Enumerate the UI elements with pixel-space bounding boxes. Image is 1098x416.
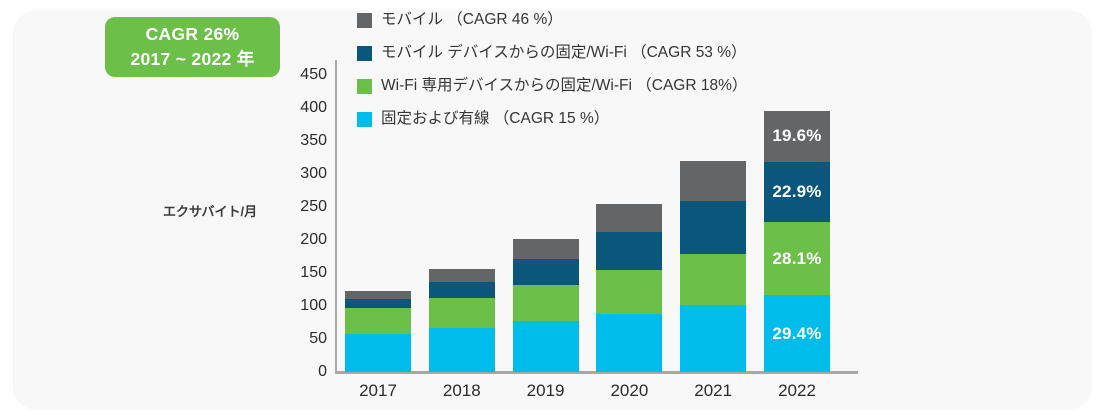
bar-segment-wifi-only: 28.1% [764, 222, 830, 296]
x-axis-category-2020: 2020 [610, 381, 649, 400]
bar-segment-mobile [428, 269, 495, 283]
bar-segment-fixed-wired: 29.4% [764, 295, 830, 372]
bar-segment-label-mobile: 19.6% [772, 126, 822, 146]
bar-segment-mobile [512, 239, 579, 260]
x-axis-category-2021: 2021 [694, 381, 733, 400]
y-tick-label: 300 [300, 165, 327, 182]
cagr-badge-line2: 2017 ~ 2022 年 [130, 49, 255, 69]
legend-label-wifi-only: Wi-Fi 専用デバイスからの固定/Wi-Fi （CAGR 18%） [381, 77, 748, 94]
bar-2018 [428, 269, 495, 372]
bar-2020 [596, 204, 663, 372]
bar-segment-mobile [345, 291, 411, 299]
cagr-badge: CAGR 26% 2017 ~ 2022 年 [105, 17, 280, 77]
x-axis-category-2017: 2017 [359, 381, 397, 400]
bar-segment-fixed-wired [596, 313, 663, 372]
x-axis-category-2022: 2022 [778, 381, 816, 400]
bar-segment-mobile [596, 204, 663, 233]
bar-2019 [512, 239, 579, 372]
bar-2021 [680, 161, 747, 372]
y-tick-label: 400 [300, 99, 327, 116]
bar-segment-mobile-wifi [345, 298, 411, 308]
legend-swatch-fixed-wired [357, 111, 372, 127]
bar-segment-mobile [680, 161, 747, 202]
cagr-badge-line1: CAGR 26% [145, 24, 240, 44]
bar-segment-fixed-wired [512, 321, 579, 372]
y-axis-line [335, 60, 337, 374]
y-tick-label: 350 [300, 132, 327, 149]
bar-segment-mobile-wifi [596, 232, 663, 270]
x-axis-category-2019: 2019 [526, 381, 565, 400]
legend-swatch-mobile [357, 12, 372, 28]
bar-segment-label-wifi-only: 28.1% [772, 248, 822, 268]
bar-segment-wifi-only [345, 307, 411, 335]
legend-swatch-mobile-wifi [357, 45, 372, 61]
bar-segment-fixed-wired [345, 334, 411, 372]
legend-item-wifi-only: Wi-Fi 専用デバイスからの固定/Wi-Fi （CAGR 18%） [357, 77, 747, 95]
legend-label-mobile: モバイル （CAGR 46 %） [381, 11, 563, 28]
bar-segment-mobile-wifi: 22.9% [764, 162, 830, 223]
legend-item-fixed-wired: 固定および有線 （CAGR 15 %） [357, 110, 747, 128]
y-tick-label: 0 [318, 363, 327, 380]
bar-segment-label-fixed-wired: 29.4% [772, 323, 822, 343]
bar-2022: 19.6% 22.9% 28.1% 29.4% [764, 110, 830, 372]
bar-segment-mobile-wifi [512, 259, 579, 285]
y-tick-label: 100 [300, 297, 327, 314]
bar-segment-wifi-only [680, 253, 747, 306]
legend-label-mobile-wifi: モバイル デバイスからの固定/Wi-Fi （CAGR 53 %） [381, 44, 747, 61]
bar-segment-label-mobile-wifi: 22.9% [772, 182, 822, 202]
legend-label-fixed-wired: 固定および有線 （CAGR 15 %） [381, 110, 610, 127]
legend-swatch-wifi-only [357, 78, 372, 94]
y-tick-label: 150 [300, 264, 327, 281]
x-axis-category-2018: 2018 [442, 381, 481, 400]
bar-segment-mobile: 19.6% [764, 110, 830, 163]
y-tick-label: 50 [309, 330, 327, 347]
bar-segment-fixed-wired [680, 305, 747, 372]
y-tick-label: 250 [300, 198, 327, 215]
legend-item-mobile-wifi: モバイル デバイスからの固定/Wi-Fi （CAGR 53 %） [357, 44, 747, 62]
y-axis-label: エクサバイト/月 [163, 204, 258, 219]
bar-segment-wifi-only [512, 284, 579, 322]
bar-segment-wifi-only [428, 298, 495, 328]
legend-item-mobile: モバイル （CAGR 46 %） [357, 11, 747, 29]
bar-segment-mobile-wifi [680, 201, 747, 254]
y-tick-label: 200 [300, 231, 327, 248]
bar-2017 [345, 291, 411, 372]
bar-segment-mobile-wifi [428, 282, 495, 299]
y-tick-label: 450 [300, 66, 327, 83]
bar-segment-wifi-only [596, 269, 663, 314]
x-axis-line [335, 371, 858, 374]
bar-segment-fixed-wired [428, 327, 495, 372]
chart-legend: モバイル （CAGR 46 %） モバイル デバイスからの固定/Wi-Fi （CA… [357, 11, 747, 128]
